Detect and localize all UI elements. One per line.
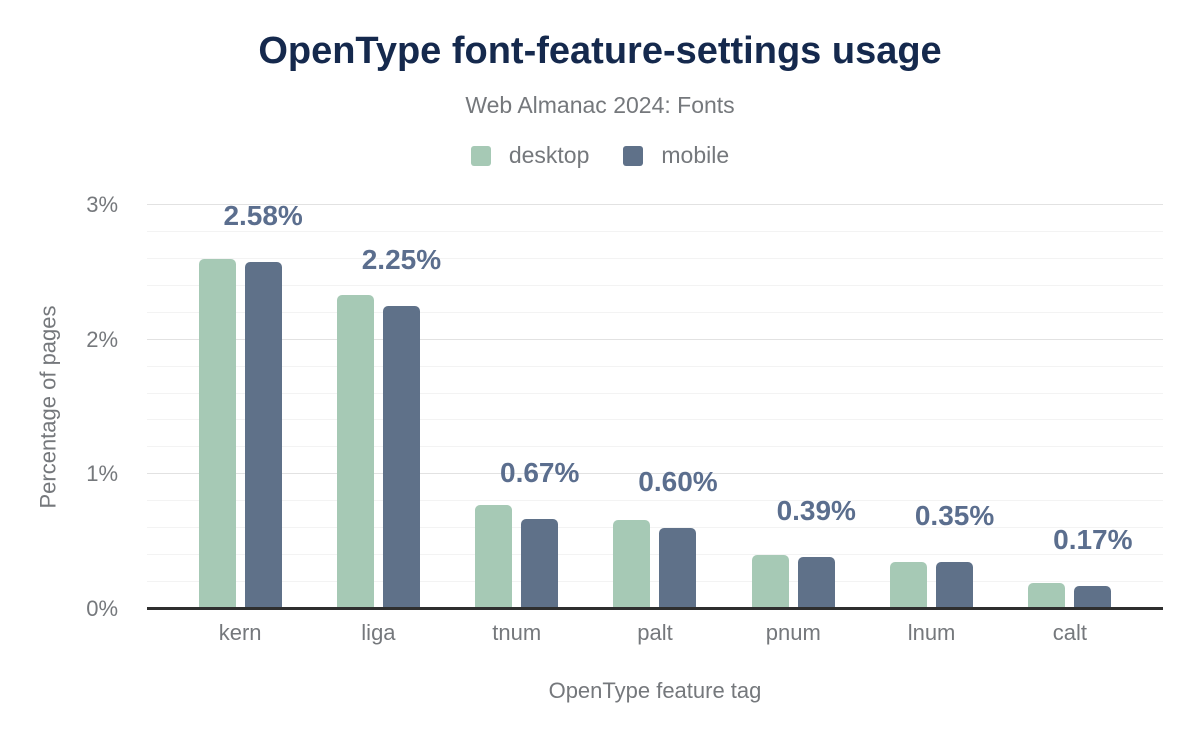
bar-mobile-pnum	[797, 556, 835, 609]
bar-mobile-kern	[244, 261, 282, 609]
gridline-major-3.0	[147, 204, 1163, 205]
gridline-minor-1.6	[147, 392, 1163, 394]
bar-desktop-kern	[198, 258, 236, 609]
legend: desktop mobile	[0, 142, 1200, 169]
value-label-kern: 2.58%	[223, 199, 303, 231]
gridline-minor-0.4	[147, 554, 1163, 556]
gridline-major-2.0	[147, 338, 1163, 340]
y-axis-ticks: 0% 1% 2% 3%	[0, 194, 118, 620]
bar-mobile-palt	[659, 528, 697, 609]
x-axis-labels: kern liga tnum palt pnum lnum calt	[147, 620, 1163, 646]
value-label-calt: 0.17%	[1053, 524, 1133, 556]
legend-swatch-mobile	[623, 145, 644, 166]
bar-mobile-calt	[1074, 586, 1112, 609]
bar-mobile-tnum	[521, 518, 559, 609]
x-tick-kern: kern	[218, 620, 262, 645]
gridline-minor-1.4	[147, 419, 1163, 421]
y-tick-2%: 2%	[86, 326, 118, 352]
bar-group-pnum: 0.39%	[724, 205, 862, 609]
bar-desktop-pnum	[751, 555, 789, 609]
bar-desktop-lnum	[890, 561, 928, 609]
y-tick-3%: 3%	[86, 192, 118, 217]
gridline-minor-2.4	[147, 284, 1163, 286]
legend-item-desktop: desktop	[470, 142, 590, 169]
plot-area: 2.58% 2.25% 0.67% 0.60% 0.39% 0.35% 0.17%	[147, 199, 1163, 610]
value-label-pnum: 0.39%	[776, 494, 856, 526]
x-tick-tnum: tnum	[492, 620, 542, 645]
gridline-minor-0.8	[147, 500, 1163, 502]
y-tick-1%: 1%	[86, 461, 118, 487]
bar-group-calt: 0.17%	[1001, 205, 1139, 609]
value-label-tnum: 0.67%	[500, 456, 580, 488]
bar-group-lnum: 0.35%	[862, 205, 1000, 609]
gridline-minor-1.2	[147, 446, 1163, 448]
value-label-palt: 0.60%	[638, 466, 718, 498]
gridline-minor-2.6	[147, 257, 1163, 259]
bar-desktop-tnum	[475, 505, 513, 609]
bar-group-liga: 2.25%	[309, 205, 447, 609]
bar-group-palt: 0.60%	[586, 205, 724, 609]
value-label-lnum: 0.35%	[914, 499, 995, 531]
bar-mobile-liga	[382, 306, 420, 609]
bar-group-kern: 2.58%	[171, 199, 309, 609]
legend-swatch-desktop	[470, 145, 491, 166]
x-tick-lnum: lnum	[907, 620, 956, 645]
chart-subtitle: Web Almanac 2024: Fonts	[465, 92, 735, 118]
bar-group-tnum: 0.67%	[448, 205, 586, 609]
x-tick-liga: liga	[361, 620, 396, 645]
x-axis-line	[147, 607, 1163, 610]
gridline-minor-2.8	[147, 230, 1163, 232]
gridline-minor-1.8	[147, 365, 1163, 367]
bar-groups: 2.58% 2.25% 0.67% 0.60% 0.39% 0.35% 0.17%	[147, 199, 1163, 609]
bar-desktop-palt	[613, 520, 651, 609]
x-tick-calt: calt	[1052, 620, 1087, 645]
x-tick-palt: palt	[637, 620, 673, 645]
gridline-minor-2.2	[147, 311, 1163, 313]
bar-desktop-liga	[336, 295, 374, 609]
gridline-minor-0.6	[147, 527, 1163, 529]
bar-mobile-lnum	[936, 561, 974, 609]
legend-label-mobile: mobile	[661, 142, 730, 168]
gridline-major-1.0	[147, 473, 1163, 475]
legend-label-desktop: desktop	[508, 142, 590, 168]
x-tick-pnum: pnum	[765, 620, 821, 645]
value-label-liga: 2.25%	[361, 244, 442, 275]
legend-item-mobile: mobile	[623, 142, 729, 169]
bar-desktop-calt	[1028, 583, 1066, 609]
gridline-minor-0.2	[147, 581, 1163, 583]
chart-title: OpenType font-feature-settings usage	[258, 30, 942, 72]
x-axis-title: OpenType feature tag	[548, 678, 762, 703]
y-tick-0%: 0%	[86, 596, 118, 621]
